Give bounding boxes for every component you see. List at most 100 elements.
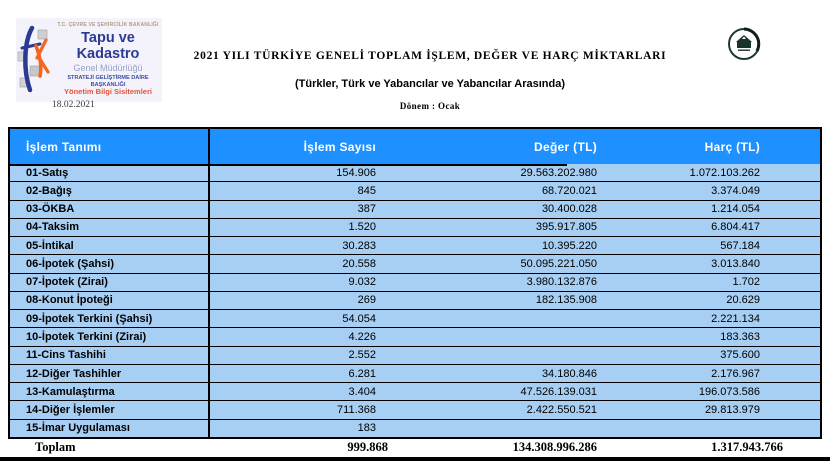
report-date: 18.02.2021 — [52, 100, 95, 110]
logo-text-block: T.C. ÇEVRE VE ŞEHİRCİLİK BAKANLIĞI Tapu … — [56, 22, 162, 97]
cell-fee: 567.184 — [720, 239, 760, 252]
table-row: 09-İpotek Terkini (Şahsi) 54.054 2.221.134 — [10, 310, 820, 329]
transactions-table: İşlem Tanımı İşlem Sayısı Değer (TL) Har… — [8, 127, 822, 439]
column-header-harc: Harç (TL) — [704, 139, 760, 154]
cell-fee: 375.600 — [720, 349, 760, 362]
cell-value: 34.180.846 — [541, 367, 597, 380]
cell-fee: 3.013.840 — [711, 257, 760, 270]
cell-value: 68.720.021 — [541, 184, 597, 197]
cell-label: 04-Taksim — [10, 218, 210, 237]
cell-label: 05-İntikal — [10, 237, 210, 255]
cell-fee: 183.363 — [720, 331, 760, 344]
cell-fee: 29.813.979 — [704, 404, 760, 417]
cell-fee: 1.702 — [732, 276, 760, 289]
table-row: 14-Diğer İşlemler 711.368 2.422.550.521 29.… — [10, 401, 820, 420]
table-row: 05-İntikal 30.283 10.395.220 567.184 — [10, 237, 820, 256]
cell-count: 9.032 — [348, 276, 376, 289]
total-value: 134.308.996.286 — [512, 440, 597, 454]
column-header-islem-sayisi: İşlem Sayısı — [303, 139, 376, 154]
table-row: 06-İpotek (Şahsi) 20.558 50.095.221.050 3.0… — [10, 255, 820, 274]
cell-fee: 6.804.417 — [711, 221, 760, 234]
table-row: 10-İpotek Terkini (Zirai) 4.226 183.363 — [10, 328, 820, 347]
cell-fee: 3.374.049 — [711, 184, 760, 197]
unit-name: Yönetim Bilgi Sisitemleri — [64, 87, 152, 97]
cell-value: 10.395.220 — [541, 239, 597, 252]
table-row: 12-Diğer Tashihler 6.281 34.180.846 2.176.9… — [10, 364, 820, 384]
report-subtitle: (Türkler, Türk ve Yabancılar ve Yabancıl… — [294, 78, 566, 90]
cell-fee: 196.073.586 — [698, 385, 760, 398]
cell-count: 1.520 — [348, 221, 376, 234]
table-row: 01-Satış 154.906 29.563.202.980 1.072.103.2… — [10, 164, 820, 183]
cell-value — [417, 420, 622, 437]
table-row: 02-Bağış 845 68.720.021 3.374.049 — [10, 182, 820, 201]
cell-value: 29.563.202.980 — [520, 166, 597, 179]
cell-fee: 20.629 — [726, 294, 760, 307]
agency-name: Tapu ve Kadastro — [76, 29, 140, 63]
cell-value: 2.422.550.521 — [526, 404, 597, 417]
cell-count: 154.906 — [336, 166, 376, 179]
table-row: 11-Cins Tashihi 2.552 375.600 — [10, 346, 820, 365]
table-row: 15-İmar Uygulaması 183 — [10, 419, 820, 437]
column-header-deger: Değer (TL) — [534, 139, 597, 154]
cell-label: 09-İpotek Terkini (Şahsi) — [10, 310, 210, 328]
cell-fee — [622, 420, 820, 437]
cell-count: 6.281 — [348, 367, 376, 380]
cell-count: 30.283 — [342, 239, 376, 252]
cell-fee: 1.214.054 — [711, 203, 760, 216]
cell-value: 47.526.139.031 — [520, 385, 597, 398]
page-bottom-rule — [0, 457, 830, 461]
cell-count: 20.558 — [342, 257, 376, 270]
ministry-name: T.C. ÇEVRE VE ŞEHİRCİLİK BAKANLIĞI — [57, 22, 159, 29]
cell-value: 3.980.132.876 — [526, 276, 597, 289]
cell-count: 3.404 — [348, 385, 376, 398]
cell-count: 845 — [357, 184, 376, 197]
tk-emblem-icon — [17, 25, 50, 93]
cell-count: 4.226 — [348, 331, 376, 344]
total-row: Toplam 999.868 134.308.996.286 1.317.943… — [8, 440, 822, 458]
cell-label: 14-Diğer İşlemler — [10, 401, 210, 419]
department-name: STRATEJİ GELİŞTİRME DAİRE BAŞKANLIĞI — [67, 75, 149, 88]
total-fee: 1.317.943.766 — [711, 440, 783, 454]
cell-label: 02-Bağış — [10, 182, 210, 200]
table-row: 07-İpotek (Zirai) 9.032 3.980.132.876 1.702 — [10, 273, 820, 292]
report-title: 2021 YILI TÜRKİYE GENELİ TOPLAM İŞLEM, D… — [193, 50, 667, 62]
table-row: 13-Kamulaştırma 3.404 47.526.139.031 196.07… — [10, 383, 820, 402]
cell-label: 15-İmar Uygulaması — [10, 419, 210, 437]
cell-value — [417, 347, 622, 364]
agency-subname: Genel Müdürlüğü — [73, 63, 143, 74]
table-body: 01-Satış 154.906 29.563.202.980 1.072.103.2… — [10, 164, 820, 437]
total-label: Toplam — [35, 440, 76, 454]
cell-count: 2.552 — [348, 349, 376, 362]
cell-value: 395.917.805 — [535, 221, 597, 234]
table-row: 04-Taksim 1.520 395.917.805 6.804.417 — [10, 218, 820, 238]
cell-value: 50.095.221.050 — [520, 257, 597, 270]
table-row: 08-Konut İpoteği 269 182.135.908 20.629 — [10, 291, 820, 311]
table-row: 03-ÖKBA 387 30.400.028 1.214.054 — [10, 200, 820, 219]
cell-count: 269 — [357, 294, 376, 307]
cell-value — [417, 310, 622, 327]
total-count: 999.868 — [347, 440, 388, 454]
cell-label: 12-Diğer Tashihler — [10, 364, 210, 383]
cell-label: 08-Konut İpoteği — [10, 291, 210, 310]
cell-count: 387 — [357, 203, 376, 216]
cell-label: 13-Kamulaştırma — [10, 383, 210, 401]
cell-label: 03-ÖKBA — [10, 200, 210, 218]
cell-fee: 2.221.134 — [711, 312, 760, 325]
cell-label: 01-Satış — [10, 164, 210, 182]
cell-fee: 2.176.967 — [711, 367, 760, 380]
column-header-islem-tanimi: İşlem Tanımı — [10, 129, 210, 164]
cell-value: 30.400.028 — [541, 203, 597, 216]
cell-fee: 1.072.103.262 — [689, 166, 760, 179]
cell-count: 711.368 — [337, 404, 376, 417]
report-period: Dönem : Ocak — [399, 101, 461, 111]
cell-label: 07-İpotek (Zirai) — [10, 273, 210, 291]
table-header-row: İşlem Tanımı İşlem Sayısı Değer (TL) Har… — [10, 129, 820, 164]
cell-value — [417, 328, 622, 345]
cell-label: 11-Cins Tashihi — [10, 346, 210, 364]
cell-label: 06-İpotek (Şahsi) — [10, 255, 210, 273]
cell-count: 183 — [357, 422, 376, 435]
cell-label: 10-İpotek Terkini (Zirai) — [10, 328, 210, 346]
tkgm-logo: T.C. ÇEVRE VE ŞEHİRCİLİK BAKANLIĞI Tapu … — [16, 18, 162, 102]
cell-count: 54.054 — [342, 312, 376, 325]
